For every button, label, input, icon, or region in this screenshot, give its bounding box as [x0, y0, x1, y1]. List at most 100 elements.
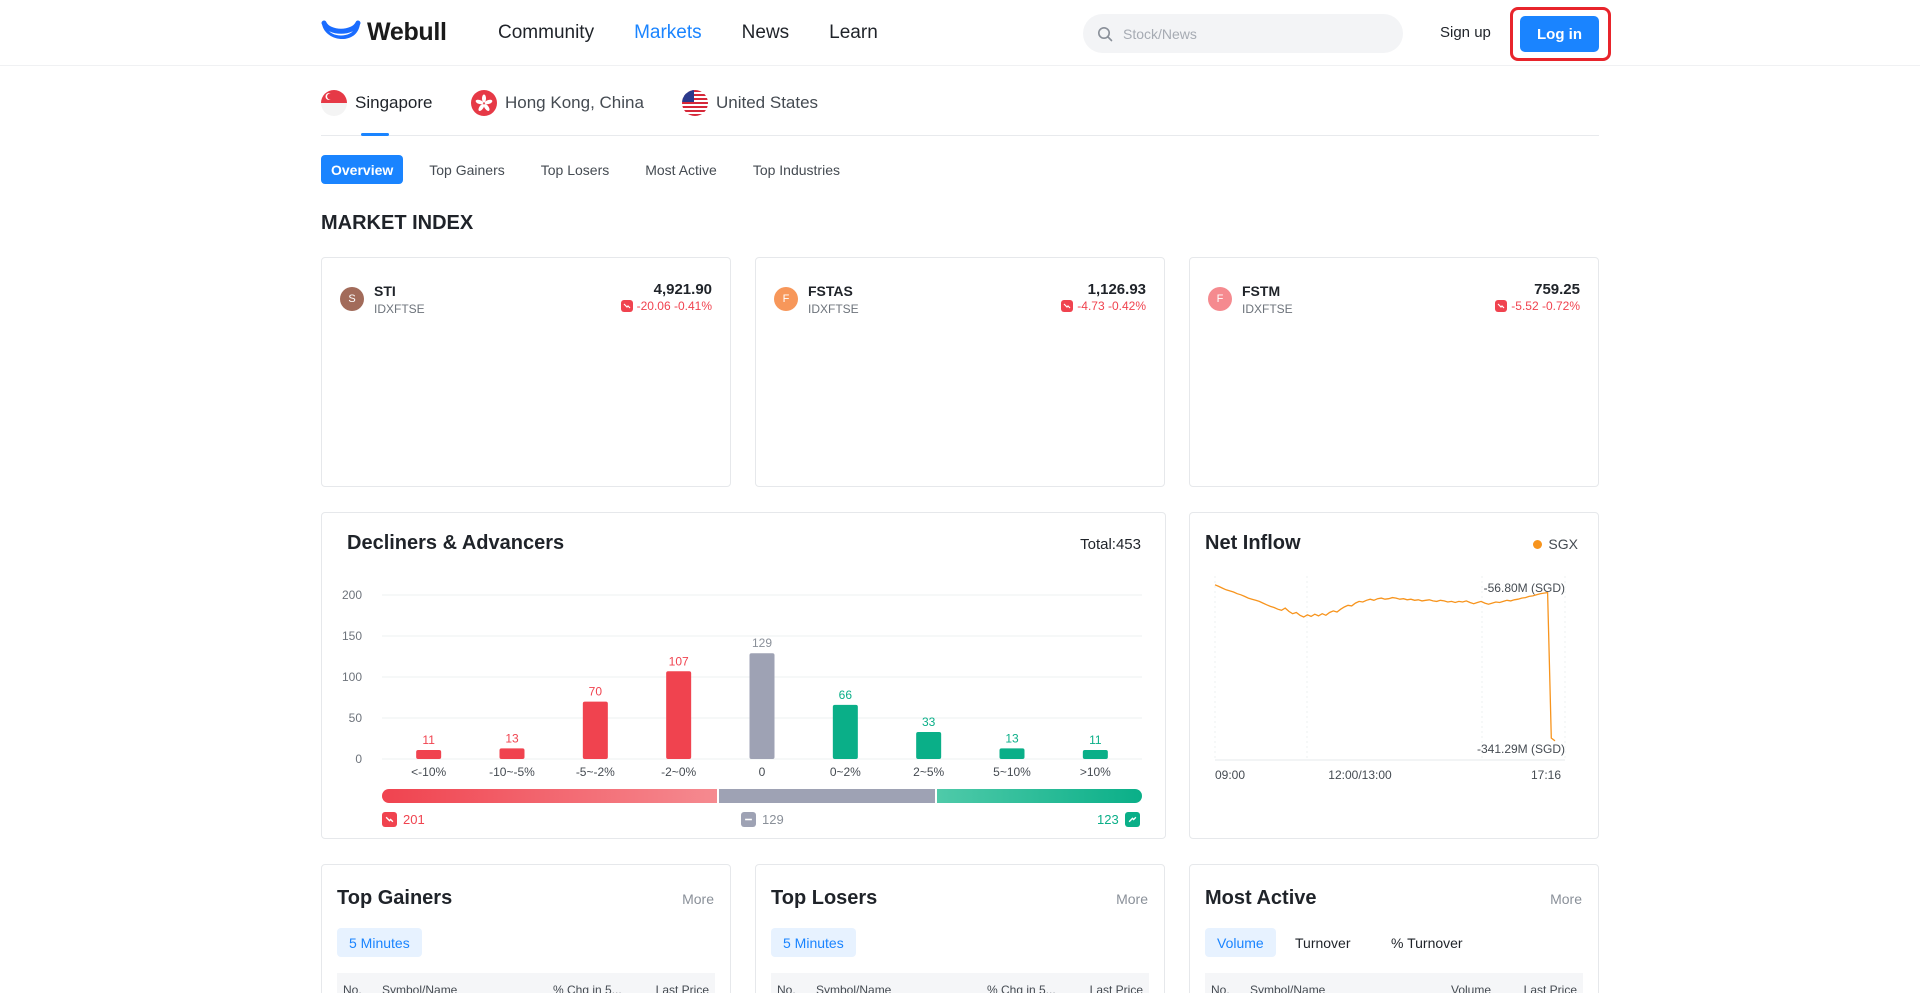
bar[interactable] [999, 748, 1025, 759]
bar[interactable] [666, 671, 692, 759]
most-active-card: Most Active More Volume Turnover % Turno… [1189, 864, 1599, 993]
nav-news[interactable]: News [741, 22, 790, 43]
y-tick-label: 100 [342, 670, 362, 684]
distribution-declines-segment [382, 789, 718, 803]
index-avatar: F [774, 287, 798, 311]
x-tick-label: -2~0% [661, 765, 696, 779]
top-losers-card: Top Losers More 5 Minutes No. Symbol/Nam… [755, 864, 1165, 993]
x-tick-label: 5~10% [993, 765, 1031, 779]
more-link[interactable]: More [1550, 891, 1582, 907]
pill-5-minutes[interactable]: 5 Minutes [337, 928, 422, 957]
x-tick-label: 17:16 [1531, 768, 1561, 782]
bar[interactable] [582, 701, 608, 759]
table-header: No. Symbol/Name Volume Last Price [1205, 973, 1583, 993]
bar-value-label: 33 [922, 715, 936, 729]
flat-legend: 129 [741, 812, 784, 827]
col-no: No. [777, 983, 796, 993]
top-gainers-title: Top Gainers [337, 887, 453, 909]
index-exchange: IDXFTSE [808, 302, 859, 316]
bar-value-label: 107 [669, 654, 689, 668]
index-card-sti[interactable]: S STI IDXFTSE 4,921.90 -20.06 -0.41% [321, 257, 731, 487]
legend-label: SGX [1548, 536, 1578, 552]
net-inflow-chart: -56.80M (SGD) -341.29M (SGD) 09:00 12:00/13… [1214, 576, 1566, 782]
down-trend-icon [382, 812, 397, 827]
index-card-fstas[interactable]: F FSTAS IDXFTSE 1,126.93 -4.73 -0.42% [755, 257, 1165, 487]
y-tick-label: 200 [342, 588, 362, 602]
subtab-top-gainers[interactable]: Top Gainers [429, 161, 505, 178]
subtab-top-losers[interactable]: Top Losers [540, 161, 610, 178]
bar-value-label: 11 [1089, 733, 1102, 747]
table-header: No. Symbol/Name % Chg in 5... Last Price [337, 973, 715, 993]
login-button[interactable]: Log in [1520, 16, 1599, 52]
index-change-value: -5.52 -0.72% [1511, 299, 1580, 313]
decliners-advancers-chart: 200 150 100 50 0 11 <-10% 13 -10~-5% 70 -5~-2% 107 -… [342, 588, 1142, 779]
index-avatar: S [340, 287, 364, 311]
x-tick-label: <-10% [411, 765, 446, 779]
tab-hong-kong[interactable]: Hong Kong, China [471, 88, 644, 118]
nav-community[interactable]: Community [498, 22, 595, 43]
subtab-overview[interactable]: Overview [321, 155, 404, 184]
x-tick-label: 2~5% [913, 765, 944, 779]
bar[interactable] [416, 749, 442, 759]
col-no: No. [343, 983, 362, 993]
net-inflow-title: Net Inflow [1205, 532, 1301, 554]
bar[interactable] [499, 748, 525, 759]
x-tick-label: 0~2% [830, 765, 861, 779]
nav-markets[interactable]: Markets [634, 22, 702, 43]
index-exchange: IDXFTSE [1242, 302, 1293, 316]
most-active-title: Most Active [1205, 887, 1317, 909]
search-input[interactable] [1123, 25, 1383, 42]
search-box[interactable] [1083, 14, 1403, 53]
flat-icon [741, 812, 756, 827]
tab-united-states[interactable]: United States [682, 88, 818, 118]
col-symbol: Symbol/Name [816, 983, 892, 993]
logo-text: Webull [367, 18, 447, 46]
hong-kong-flag-icon [471, 90, 497, 116]
down-trend-icon [1061, 300, 1074, 312]
col-last-price: Last Price [1089, 983, 1143, 993]
webull-logo-icon [321, 20, 361, 39]
index-card-fstm[interactable]: F FSTM IDXFTSE 759.25 -5.52 -0.72% [1189, 257, 1599, 487]
col-last-price: Last Price [655, 983, 709, 993]
col-last-price: Last Price [1523, 983, 1577, 993]
active-region-indicator [361, 133, 389, 136]
net-inflow-line [1214, 584, 1556, 742]
subtab-most-active[interactable]: Most Active [645, 161, 717, 178]
net-inflow-card: Net Inflow SGX -56.80M (SGD) -341.29M (SG… [1189, 512, 1599, 839]
bar-value-label: 129 [752, 636, 772, 650]
region-label: Hong Kong, China [505, 93, 644, 112]
bar[interactable] [832, 704, 858, 759]
advances-legend: 123 [1097, 812, 1140, 827]
bar-value-label: 13 [505, 731, 519, 745]
distribution-advances-segment [936, 789, 1142, 803]
pill-turnover[interactable]: Turnover [1295, 934, 1351, 951]
up-trend-icon [1124, 812, 1140, 827]
tab-singapore[interactable]: Singapore [321, 88, 433, 118]
index-price: 4,921.90 [653, 281, 712, 298]
pill-5-minutes[interactable]: 5 Minutes [771, 928, 856, 957]
index-change-value: -20.06 -0.41% [636, 299, 712, 313]
main-nav: Community Markets News Learn [498, 22, 918, 44]
bar[interactable] [1082, 749, 1108, 759]
y-tick-label: 50 [349, 711, 363, 725]
webull-logo[interactable]: Webull [321, 18, 447, 47]
index-change: -5.52 -0.72% [1495, 299, 1580, 313]
nav-learn[interactable]: Learn [829, 22, 878, 43]
pill-percent-turnover[interactable]: % Turnover [1391, 934, 1463, 951]
more-link[interactable]: More [682, 891, 714, 907]
more-link[interactable]: More [1116, 891, 1148, 907]
x-tick-label: 0 [759, 765, 766, 779]
x-tick-label: >10% [1080, 765, 1111, 779]
signup-link[interactable]: Sign up [1440, 24, 1491, 41]
subtab-top-industries[interactable]: Top Industries [752, 161, 840, 178]
bar[interactable] [916, 731, 942, 759]
advances-count: 123 [1097, 812, 1119, 827]
y-tick-label: 150 [342, 629, 362, 643]
index-name: FSTM [1242, 283, 1281, 299]
bar[interactable] [749, 653, 775, 759]
pill-volume[interactable]: Volume [1205, 928, 1276, 957]
index-avatar: F [1208, 287, 1232, 311]
index-change: -20.06 -0.41% [620, 299, 712, 313]
subtabs: Overview Top Gainers Top Losers Most Act… [321, 155, 866, 184]
top-header: Webull Community Markets News Learn Sign… [0, 0, 1920, 66]
